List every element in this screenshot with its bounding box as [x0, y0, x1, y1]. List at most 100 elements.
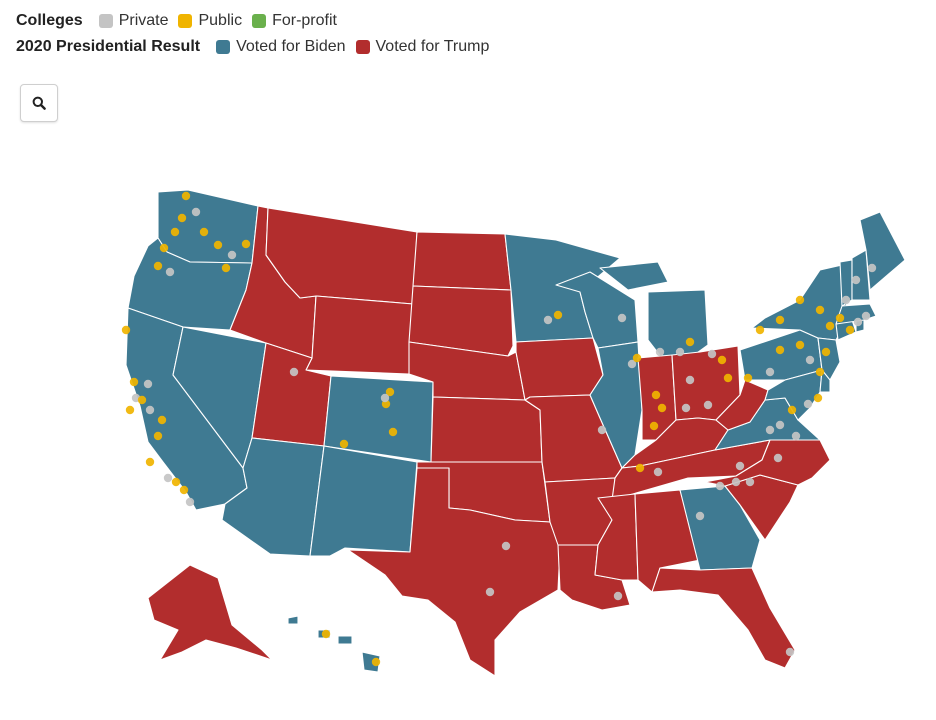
state-kansas[interactable] — [430, 396, 543, 463]
college-dot-public[interactable] — [651, 390, 661, 400]
state-new-mexico[interactable] — [309, 445, 418, 557]
college-dot-public[interactable] — [321, 629, 331, 639]
college-dot-private[interactable] — [597, 425, 607, 435]
college-dot-public[interactable] — [775, 345, 785, 355]
college-dot-private[interactable] — [805, 355, 815, 365]
college-dot-public[interactable] — [787, 405, 797, 415]
college-dot-private[interactable] — [163, 473, 173, 483]
college-dot-public[interactable] — [635, 463, 645, 473]
state-new-hampshire[interactable] — [851, 249, 871, 301]
college-dot-public[interactable] — [815, 305, 825, 315]
college-dot-public[interactable] — [159, 243, 169, 253]
college-dot-public[interactable] — [815, 367, 825, 377]
college-dot-public[interactable] — [121, 325, 131, 335]
college-dot-public[interactable] — [743, 373, 753, 383]
college-dot-private[interactable] — [685, 375, 695, 385]
college-dot-private[interactable] — [853, 317, 863, 327]
college-dot-public[interactable] — [157, 415, 167, 425]
college-dot-public[interactable] — [371, 657, 381, 667]
college-dot-private[interactable] — [765, 425, 775, 435]
college-dot-public[interactable] — [170, 227, 180, 237]
college-dot-public[interactable] — [795, 295, 805, 305]
college-dot-private[interactable] — [627, 359, 637, 369]
college-dot-public[interactable] — [181, 191, 191, 201]
college-dot-private[interactable] — [675, 347, 685, 357]
college-dot-private[interactable] — [543, 315, 553, 325]
college-dot-public[interactable] — [129, 377, 139, 387]
college-dot-private[interactable] — [861, 311, 871, 321]
college-dot-private[interactable] — [841, 295, 851, 305]
state-north-dakota[interactable] — [412, 231, 512, 291]
college-dot-public[interactable] — [145, 457, 155, 467]
college-dot-private[interactable] — [227, 250, 237, 260]
college-dot-private[interactable] — [867, 263, 877, 273]
college-dot-public[interactable] — [685, 337, 695, 347]
college-dot-public[interactable] — [241, 239, 251, 249]
college-dot-public[interactable] — [657, 403, 667, 413]
legend-item-for-profit[interactable]: For-profit — [252, 12, 337, 30]
state-pennsylvania[interactable] — [739, 329, 823, 381]
college-dot-private[interactable] — [653, 467, 663, 477]
college-dot-public[interactable] — [723, 373, 733, 383]
college-dot-public[interactable] — [813, 393, 823, 403]
state-wyoming[interactable] — [305, 295, 414, 375]
state-iowa[interactable] — [515, 337, 604, 401]
college-dot-private[interactable] — [145, 405, 155, 415]
college-dot-private[interactable] — [681, 403, 691, 413]
college-dot-private[interactable] — [735, 461, 745, 471]
college-dot-public[interactable] — [632, 353, 642, 363]
state-new-jersey[interactable] — [817, 337, 841, 381]
college-dot-public[interactable] — [339, 439, 349, 449]
search-button[interactable] — [20, 84, 58, 122]
college-dot-public[interactable] — [385, 387, 395, 397]
college-dot-public[interactable] — [755, 325, 765, 335]
legend-item-private[interactable]: Private — [98, 12, 168, 30]
college-dot-private[interactable] — [501, 541, 511, 551]
legend-item-biden[interactable]: Voted for Biden — [216, 38, 346, 56]
college-dot-private[interactable] — [617, 313, 627, 323]
college-dot-private[interactable] — [380, 393, 390, 403]
college-dot-private[interactable] — [745, 477, 755, 487]
college-dot-public[interactable] — [835, 313, 845, 323]
college-dot-private[interactable] — [191, 207, 201, 217]
college-dot-public[interactable] — [553, 310, 563, 320]
college-dot-private[interactable] — [773, 453, 783, 463]
state-alaska[interactable] — [147, 564, 273, 661]
college-dot-private[interactable] — [613, 591, 623, 601]
legend-item-trump[interactable]: Voted for Trump — [355, 38, 489, 56]
college-dot-public[interactable] — [153, 431, 163, 441]
college-dot-private[interactable] — [703, 400, 713, 410]
college-dot-private[interactable] — [803, 399, 813, 409]
legend-item-public[interactable]: Public — [178, 12, 242, 30]
college-dot-public[interactable] — [221, 263, 231, 273]
college-dot-private[interactable] — [185, 497, 195, 507]
college-dot-public[interactable] — [125, 405, 135, 415]
college-dot-public[interactable] — [845, 325, 855, 335]
college-dot-private[interactable] — [775, 420, 785, 430]
college-dot-private[interactable] — [165, 267, 175, 277]
college-dot-public[interactable] — [649, 421, 659, 431]
state-texas[interactable] — [347, 467, 561, 677]
college-dot-private[interactable] — [715, 481, 725, 491]
college-dot-private[interactable] — [851, 275, 861, 285]
college-dot-private[interactable] — [707, 349, 717, 359]
college-dot-private[interactable] — [765, 367, 775, 377]
college-dot-public[interactable] — [171, 477, 181, 487]
college-dot-public[interactable] — [137, 395, 147, 405]
state-florida[interactable] — [651, 567, 796, 669]
college-dot-private[interactable] — [785, 647, 795, 657]
college-dot-public[interactable] — [177, 213, 187, 223]
college-dot-public[interactable] — [825, 321, 835, 331]
college-dot-public[interactable] — [388, 427, 398, 437]
college-dot-public[interactable] — [213, 240, 223, 250]
college-dot-public[interactable] — [179, 485, 189, 495]
college-dot-public[interactable] — [821, 347, 831, 357]
college-dot-private[interactable] — [289, 367, 299, 377]
college-dot-public[interactable] — [717, 355, 727, 365]
college-dot-private[interactable] — [731, 477, 741, 487]
college-dot-private[interactable] — [143, 379, 153, 389]
college-dot-private[interactable] — [695, 511, 705, 521]
college-dot-private[interactable] — [655, 347, 665, 357]
college-dot-public[interactable] — [795, 340, 805, 350]
college-dot-public[interactable] — [153, 261, 163, 271]
